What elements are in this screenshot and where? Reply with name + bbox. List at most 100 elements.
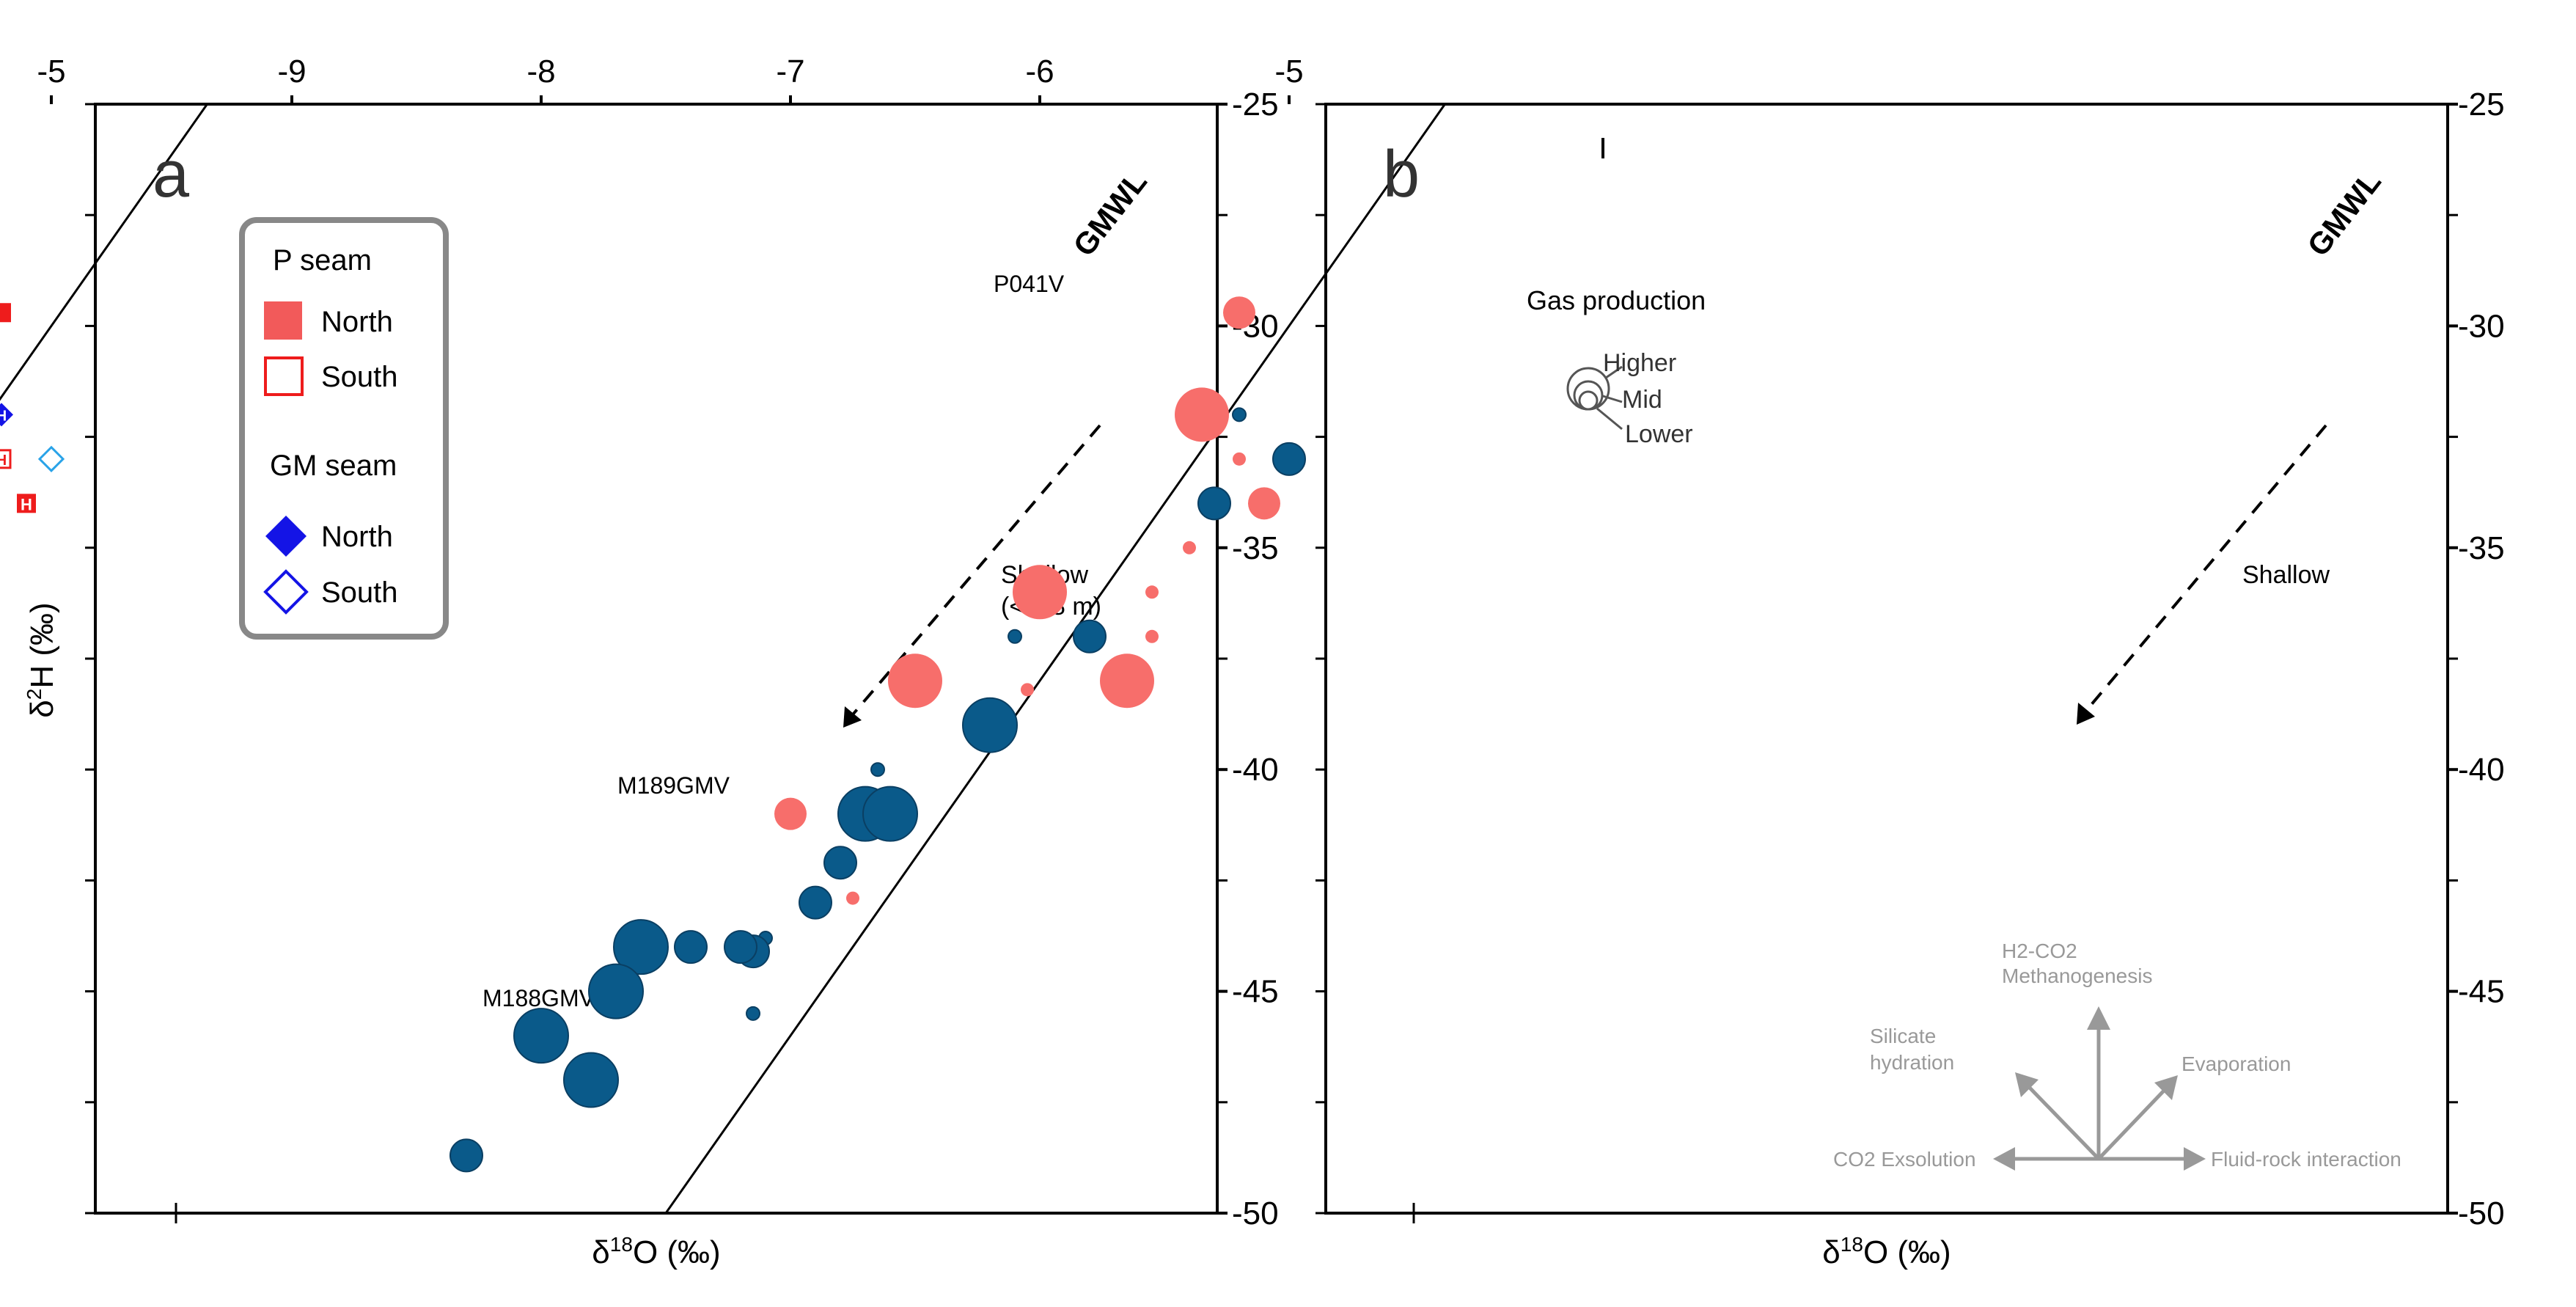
point-gm-seam bbox=[1197, 486, 1231, 521]
point-gm-seam bbox=[1232, 407, 1247, 422]
point-p-seam bbox=[1100, 654, 1154, 709]
point-gm-seam bbox=[588, 963, 644, 1019]
point-gm-seam bbox=[962, 697, 1018, 753]
gmwl-line-a bbox=[0, 103, 208, 401]
legend-marker-p-south bbox=[264, 356, 304, 396]
legend-label-p-south: South bbox=[321, 361, 398, 393]
process-label-evaporation: Evaporation bbox=[2181, 1052, 2291, 1075]
point-p-seam bbox=[1013, 565, 1067, 620]
point-gm-north bbox=[0, 403, 13, 427]
size-legend-label-mid: Mid bbox=[1622, 386, 1662, 414]
point-h-marker: H bbox=[0, 408, 7, 424]
x-tick-label: -8 bbox=[526, 54, 555, 89]
y-tick-label: -40 bbox=[1232, 752, 1279, 788]
point-gm-seam bbox=[513, 1008, 569, 1064]
process-label-silicate-1: Silicate bbox=[1870, 1025, 1936, 1047]
x-tick-label: -7 bbox=[776, 54, 804, 89]
gmwl-label-b: GMWL bbox=[2300, 164, 2388, 263]
point-gm-seam bbox=[613, 919, 669, 975]
process-label-fluid-rock: Fluid-rock interaction bbox=[2211, 1148, 2401, 1171]
point-gm-seam bbox=[1073, 619, 1107, 654]
point-p-seam bbox=[1248, 487, 1280, 520]
legend-marker-p-north bbox=[264, 301, 302, 340]
y-tick-label: -45 bbox=[1232, 974, 1279, 1010]
size-legend-label-higher: Higher bbox=[1603, 349, 1676, 377]
shallow-arrowhead-b bbox=[2077, 703, 2095, 725]
point-p-seam bbox=[1183, 541, 1196, 554]
legend-a: P seam North South GM seam North South bbox=[239, 217, 449, 640]
point-p-seam bbox=[1145, 585, 1159, 599]
size-legend-leader-lower bbox=[1596, 407, 1623, 431]
panel-a: -9-8-7-6-5-25-30-35-40-45-50 GMWL Shallo… bbox=[0, 54, 1279, 1270]
y-tick-label: -30 bbox=[2458, 308, 2505, 344]
size-legend-title: Gas production bbox=[1527, 285, 1706, 315]
y-tick-label: -50 bbox=[2458, 1196, 2505, 1231]
points-b bbox=[449, 296, 1306, 1173]
point-p-seam bbox=[1021, 683, 1034, 697]
shallow-arrow-a bbox=[848, 424, 1101, 720]
points-a: HHHHH bbox=[0, 303, 65, 513]
point-p-seam bbox=[1233, 452, 1246, 466]
y-tick-label: -35 bbox=[1232, 530, 1279, 566]
point-p-seam bbox=[1223, 296, 1255, 329]
legend-label-p-north: North bbox=[321, 306, 393, 338]
point-p-seam bbox=[846, 891, 859, 905]
gmwl-label-a: GMWL bbox=[1066, 164, 1153, 263]
point-gm-seam bbox=[1008, 629, 1022, 644]
point-gm-seam bbox=[746, 1006, 760, 1021]
point-p-seam bbox=[1175, 387, 1229, 442]
size-legend-leader-higher bbox=[1605, 365, 1623, 379]
process-label-methanogenesis-1: H2-CO2 bbox=[2002, 940, 2077, 962]
legend-title-p-seam: P seam bbox=[273, 244, 372, 277]
point-gm-south bbox=[37, 445, 65, 472]
annotation-m188gmv: M188GMV bbox=[482, 985, 595, 1011]
legend-marker-gm-south bbox=[263, 569, 309, 615]
point-p-north bbox=[0, 303, 11, 323]
y-tick-label: -35 bbox=[2458, 530, 2505, 566]
point-gm-seam bbox=[862, 786, 918, 842]
point-gm-seam bbox=[799, 885, 832, 920]
x-axis-label-b: δ18O (‰) bbox=[1822, 1233, 1951, 1270]
point-gm-seam bbox=[563, 1052, 619, 1108]
panel-label-b: b bbox=[1383, 138, 1420, 211]
annotation-m189gmv: M189GMV bbox=[617, 772, 730, 799]
point-p-seam bbox=[1145, 629, 1159, 643]
process-label-silicate-2: hydration bbox=[1870, 1051, 1954, 1074]
x-tick-label: -5 bbox=[37, 54, 65, 89]
gmwl-line-b bbox=[664, 103, 1446, 1214]
y-tick-label: -25 bbox=[2458, 87, 2505, 122]
x-tick-label: -6 bbox=[1025, 54, 1054, 89]
y-tick-label: -45 bbox=[2458, 974, 2505, 1010]
x-tick-label: -9 bbox=[277, 54, 306, 89]
point-gm-seam bbox=[1272, 442, 1306, 476]
size-legend-circle-lower bbox=[1578, 390, 1599, 411]
x-axis-label-a: δ18O (‰) bbox=[592, 1233, 720, 1270]
legend-label-gm-north: North bbox=[321, 521, 393, 553]
y-tick-label: -25 bbox=[1232, 87, 1279, 122]
size-legend: Gas production Higher Mid Lower bbox=[1527, 285, 1706, 448]
shallow-arrowhead-a bbox=[843, 706, 862, 728]
process-label-co2-exsolution: CO2 Exsolution bbox=[1833, 1148, 1976, 1171]
shallow-label-b: Shallow bbox=[2242, 561, 2330, 589]
process-arrows: H2-CO2 Methanogenesis Silicate hydration… bbox=[1833, 940, 2401, 1171]
point-p-south bbox=[0, 449, 12, 469]
shallow-arrow-b bbox=[2081, 424, 2327, 717]
point-gm-seam bbox=[449, 1138, 483, 1173]
point-p-seam bbox=[774, 797, 807, 830]
legend-label-gm-south: South bbox=[321, 576, 398, 609]
panel-b: -9 -8 -7 -6 -5-25-30-35-40-45-50 GMWL Shallo… bbox=[277, 54, 2504, 1270]
point-h-marker: H bbox=[0, 453, 7, 469]
y-tick-label: -40 bbox=[2458, 752, 2505, 788]
size-legend-label-lower: Lower bbox=[1625, 420, 1693, 448]
point-p-seam bbox=[888, 654, 942, 709]
point-gm-seam bbox=[674, 930, 708, 964]
legend-marker-gm-north bbox=[265, 516, 307, 557]
ticks-b: -9 -8 -7 -6 -5-25-30-35-40-45-50 bbox=[277, 54, 2504, 1231]
y-axis-label-a: δ2H (‰) bbox=[23, 602, 60, 717]
point-h-marker: H bbox=[21, 495, 32, 513]
point-gm-seam bbox=[870, 762, 885, 777]
y-tick-label: -50 bbox=[1232, 1196, 1279, 1231]
point-gm-seam bbox=[823, 846, 857, 880]
size-legend-leader-mid bbox=[1602, 395, 1623, 403]
